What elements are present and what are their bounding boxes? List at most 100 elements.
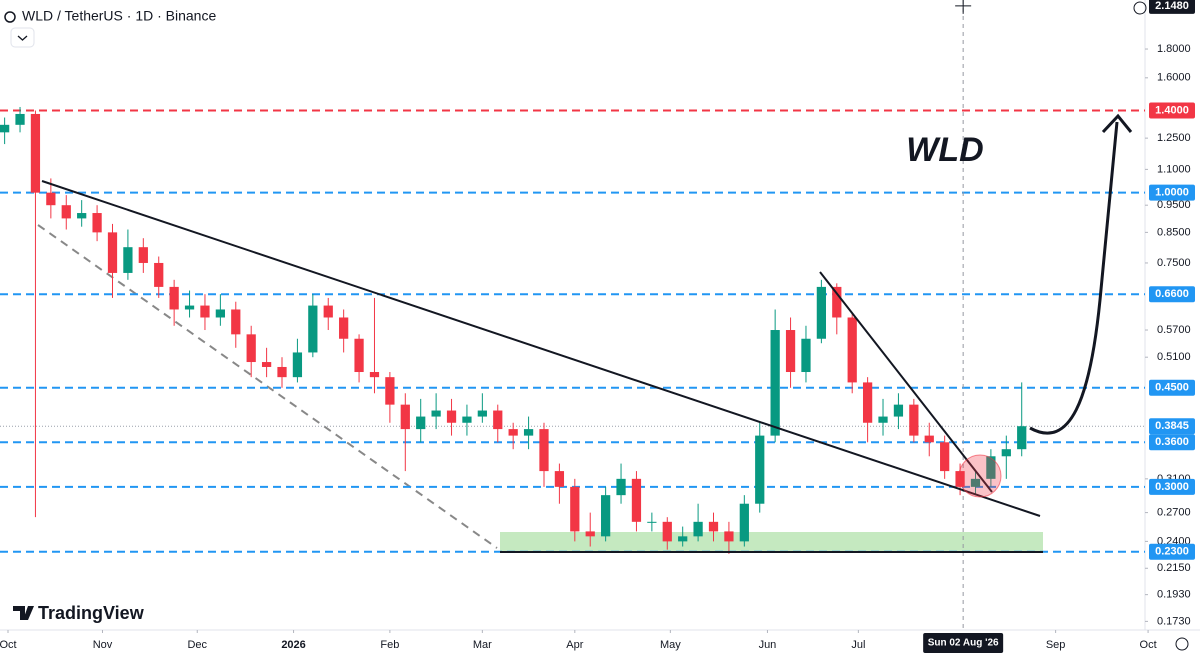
candle-body xyxy=(523,429,534,436)
candle-body xyxy=(400,404,410,430)
chevron xyxy=(17,35,28,41)
price-badge xyxy=(1149,434,1195,451)
candle-body xyxy=(246,334,256,363)
y-tick-label: 0.5100 xyxy=(1157,351,1191,363)
candle-body xyxy=(693,521,703,537)
candle-body xyxy=(292,352,303,378)
candle-body xyxy=(785,330,796,373)
candle-body xyxy=(832,286,842,318)
candle-body xyxy=(231,309,241,335)
y-tick-label: 1.1000 xyxy=(1157,163,1191,175)
price-badge xyxy=(1149,184,1195,201)
price-badge-label: 0.3000 xyxy=(1155,481,1189,493)
price-badge xyxy=(1149,102,1195,119)
candle-body xyxy=(30,113,41,193)
candle-body xyxy=(940,442,950,472)
candle-body xyxy=(123,247,133,273)
candle-body xyxy=(893,404,904,417)
candle-body xyxy=(92,213,102,233)
channel-line xyxy=(37,224,498,549)
price-badge-label: 1.0000 xyxy=(1155,187,1189,199)
candle-body xyxy=(755,435,765,504)
x-tick-label: Feb xyxy=(380,639,399,651)
symbol-icon xyxy=(4,11,16,23)
y-tick-label: 1.2500 xyxy=(1157,132,1191,144)
x-tick-label: Mar xyxy=(473,639,492,651)
candle-body xyxy=(61,205,71,219)
candle-body xyxy=(955,471,965,487)
y-tick-label: 0.7500 xyxy=(1157,257,1191,269)
trendline xyxy=(41,180,1041,517)
candle-body xyxy=(970,478,981,487)
candle-body xyxy=(446,410,457,423)
arrow-head xyxy=(1101,113,1133,134)
candle-body xyxy=(138,247,148,263)
y-tick-label: 1.6000 xyxy=(1157,72,1191,84)
price-badge xyxy=(1149,0,1195,14)
candle-body xyxy=(154,262,164,287)
candle-body xyxy=(184,305,195,310)
candle-body xyxy=(215,309,225,318)
candle-body xyxy=(323,305,333,318)
candle-body xyxy=(354,338,364,373)
crosshair-date-label: Sun 02 Aug '26 xyxy=(928,638,999,649)
candle-body xyxy=(46,192,56,206)
candle-body xyxy=(847,317,857,383)
candle-body xyxy=(77,213,87,219)
x-tick-label: Dec xyxy=(187,639,207,651)
price-badge xyxy=(1149,379,1195,396)
candle-body xyxy=(909,404,919,436)
candle-body xyxy=(631,478,642,522)
candle-body xyxy=(724,531,734,542)
candle-body xyxy=(277,366,287,378)
time-axis: Oct Nov Dec 2026 Feb Mar Apr May Jun Jul Sep Oct Sun… xyxy=(0,630,1157,653)
price-badge-label: 0.6600 xyxy=(1155,288,1189,300)
crosshair-date-badge xyxy=(923,633,1004,653)
candle-body xyxy=(477,410,487,417)
candle-body xyxy=(554,471,565,487)
price-badge xyxy=(1149,418,1195,435)
candle-body xyxy=(431,410,441,417)
y-tick-label: 0.1930 xyxy=(1157,589,1191,601)
y-tick-label: 0.8500 xyxy=(1157,226,1191,238)
collapse-button[interactable] xyxy=(10,27,35,48)
drawings-under xyxy=(37,224,1043,552)
price-axis: 1.8000 1.6000 1.2500 1.1000 0.9500 0.8500 0.75… xyxy=(1145,0,1195,627)
brand: TradingView xyxy=(38,603,145,623)
y-tick-label: 0.1730 xyxy=(1157,615,1191,627)
x-tick-label: Oct xyxy=(0,639,17,651)
candle-body xyxy=(539,429,549,472)
price-badge-label: 1.4000 xyxy=(1155,104,1189,116)
candle-body xyxy=(616,478,626,496)
annotation: WLD xyxy=(906,131,983,169)
symbol-title: WLD / TetherUS · 1D · Binance xyxy=(22,8,216,24)
candle-body xyxy=(739,503,749,542)
y-tick-label: 0.9500 xyxy=(1157,199,1191,211)
y-tick-label: 1.8000 xyxy=(1157,43,1191,55)
support-zone xyxy=(500,532,1043,552)
y-tick-label: 0.5700 xyxy=(1157,324,1191,336)
price-badge xyxy=(1149,543,1195,560)
candle-body xyxy=(585,531,595,537)
candle-body xyxy=(570,486,580,532)
price-badge-label: 2.1480 xyxy=(1155,0,1189,12)
candle-body xyxy=(601,495,611,537)
candle-body xyxy=(339,317,349,339)
price-badge xyxy=(1149,478,1195,495)
brand-logo xyxy=(13,606,34,620)
price-badge-label: 0.3600 xyxy=(1155,436,1189,448)
candle-body xyxy=(816,286,827,339)
candle-body xyxy=(862,382,873,423)
candle-body xyxy=(462,416,472,423)
add-button[interactable] xyxy=(1133,1,1147,15)
x-tick-label: Oct xyxy=(1140,639,1157,651)
settings-button[interactable] xyxy=(1175,637,1189,651)
candle-body xyxy=(770,330,780,436)
candle-body xyxy=(801,338,811,373)
x-tick-label: Nov xyxy=(93,639,113,651)
trendline xyxy=(819,271,993,493)
candle-body xyxy=(508,429,518,436)
